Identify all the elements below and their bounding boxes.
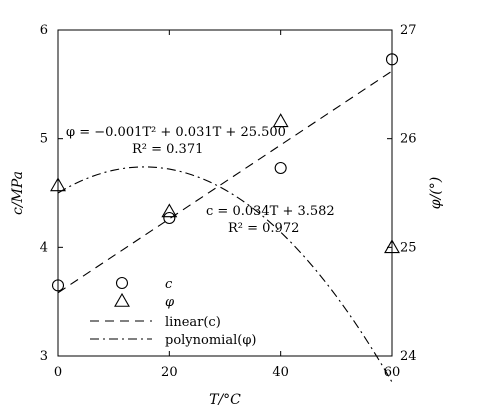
right-y-tick-label: 27: [400, 23, 417, 38]
polynomial-fit-r2: R² = 0.371: [132, 142, 203, 157]
x-tick-label: 40: [272, 365, 289, 380]
x-axis-label: T/°C: [209, 392, 241, 408]
left-y-tick-label: 6: [40, 23, 48, 38]
left-y-axis-label: c/MPa: [10, 171, 26, 215]
x-tick-label: 20: [161, 365, 178, 380]
data-point-phi: [50, 177, 66, 192]
x-tick-label: 60: [384, 365, 401, 380]
legend-entry-linear: linear(c): [165, 315, 221, 330]
legend-circle-marker: [115, 276, 129, 290]
left-y-tick-label: 4: [40, 240, 48, 255]
data-point-phi: [161, 203, 178, 218]
legend-entry-c: c: [165, 277, 173, 292]
data-point-phi: [272, 113, 289, 128]
left-y-tick-label: 3: [40, 349, 48, 364]
linear-fit-equation: c = 0.034T + 3.582: [206, 204, 335, 219]
data-point-c: [51, 279, 65, 292]
left-y-axis-ticks: 3 4 5 6: [40, 23, 63, 364]
linear-fit-line: [57, 70, 393, 294]
data-point-c: [274, 161, 287, 175]
fit-lines: [57, 70, 393, 383]
right-y-tick-label: 26: [400, 132, 417, 147]
data-point-phi: [384, 239, 400, 254]
plot-frame: [57, 29, 393, 357]
legend-triangle-symbol: [114, 292, 130, 307]
legend-triangle-marker: [114, 292, 130, 307]
x-axis-ticks: 0 20 40 60: [54, 30, 400, 380]
legend-circle-symbol: [115, 276, 129, 290]
data-markers: [50, 53, 400, 292]
legend: c φ linear(c) polynomial(φ): [90, 276, 257, 348]
right-y-axis-ticks: 24 25 26 27: [387, 23, 417, 364]
right-y-axis-label: φ/(°): [428, 177, 444, 209]
linear-fit-r2: R² = 0.972: [228, 221, 299, 236]
x-tick-label: 0: [54, 365, 62, 380]
left-y-tick-label: 5: [40, 132, 48, 147]
legend-entry-polynomial: polynomial(φ): [165, 333, 257, 348]
data-point-c: [385, 53, 399, 66]
right-y-tick-label: 25: [400, 240, 417, 255]
right-y-tick-label: 24: [400, 349, 417, 364]
legend-entry-phi: φ: [165, 295, 175, 310]
polynomial-fit-equation: φ = −0.001T² + 0.031T + 25.500: [66, 125, 286, 140]
data-point-c: [163, 211, 176, 225]
polynomial-fit-curve: [57, 166, 393, 383]
plot-border: [57, 29, 393, 357]
